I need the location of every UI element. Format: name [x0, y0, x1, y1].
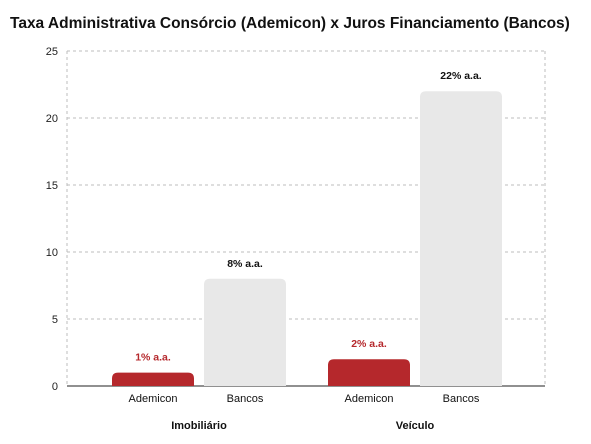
chart-title: Taxa Administrativa Consórcio (Ademicon)…: [10, 15, 570, 32]
data-label-1-1: 22% a.a.: [440, 70, 482, 82]
y-tick-label-10: 10: [46, 247, 58, 259]
data-label-0-0: 1% a.a.: [135, 352, 171, 364]
category-label-1-1: Bancos: [443, 393, 480, 405]
bar-1-1: [420, 91, 502, 386]
bar-0-0: [112, 372, 194, 386]
y-axis: 0 5 10 15 20 25: [46, 46, 58, 393]
y-tick-label-25: 25: [46, 46, 58, 58]
group-label-0: Imobiliário: [171, 420, 227, 432]
data-label-0-1: 8% a.a.: [227, 258, 263, 270]
group-label-1: Veículo: [396, 420, 435, 432]
category-label-0-0: Ademicon: [129, 393, 178, 405]
data-label-1-0: 2% a.a.: [351, 338, 387, 350]
y-tick-label-20: 20: [46, 113, 58, 125]
bar-1-0: [328, 359, 410, 386]
y-tick-label-5: 5: [52, 314, 58, 326]
bar-0-1: [204, 278, 286, 386]
y-tick-label-0: 0: [52, 381, 58, 393]
category-label-0-1: Bancos: [227, 393, 264, 405]
labels: 1% a.a. Ademicon 8% a.a. Bancos Imobiliário 2…: [129, 70, 482, 432]
bars: [112, 91, 502, 386]
y-tick-label-15: 15: [46, 180, 58, 192]
category-label-1-0: Ademicon: [345, 393, 394, 405]
